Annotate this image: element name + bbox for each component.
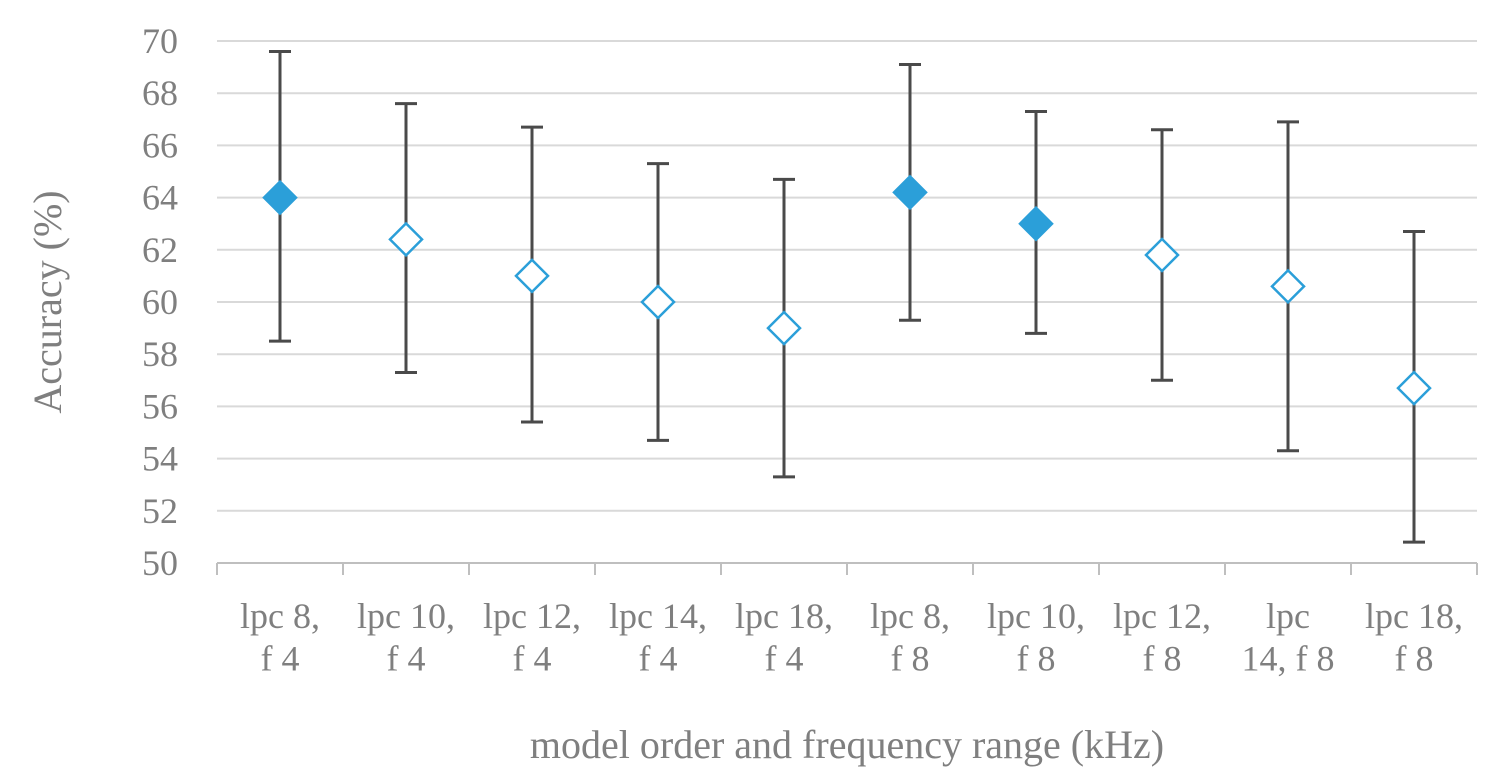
data-point: [388, 221, 424, 258]
x-axis: [216, 562, 1478, 575]
data-point: [766, 310, 802, 346]
data-point: [1018, 205, 1054, 242]
data-point: [1270, 268, 1306, 305]
y-tick-label: 52: [142, 491, 178, 531]
grid-lines: [217, 40, 1477, 512]
y-axis-title: Accuracy (%): [25, 190, 70, 413]
y-tick-label: 50: [142, 543, 178, 583]
x-tick-label: lpc 12, f 4: [483, 596, 581, 678]
x-tick-label: lpc 14, f 4: [609, 596, 707, 678]
x-tick-label: lpc 18, f 8: [1365, 596, 1463, 678]
data-point: [514, 258, 550, 294]
y-tick-label: 56: [142, 386, 178, 426]
y-tick-label: 54: [142, 439, 178, 479]
data-point: [1144, 237, 1180, 273]
x-tick-label: lpc 18, f 4: [735, 596, 833, 678]
data-point: [892, 174, 928, 211]
x-tick-label: lpc 10, f 8: [987, 596, 1085, 678]
y-tick-label: 68: [142, 73, 178, 113]
y-tick-label: 70: [142, 21, 178, 61]
x-tick-label: lpc 8, f 4: [240, 596, 320, 678]
data-point: [262, 179, 298, 216]
x-axis-tick-labels: lpc 8, f 4 lpc 10, f 4 lpc 12, f 4 lpc 14, f 4 l…: [240, 596, 1463, 678]
y-axis-tick-labels: 50 52 54 56 58 60 62 64 66 68 70: [142, 21, 178, 583]
x-axis-title: model order and frequency range (kHz): [530, 722, 1164, 767]
y-tick-label: 66: [142, 125, 178, 165]
error-bars: [269, 49, 1425, 544]
x-tick-label: lpc 12, f 8: [1113, 596, 1211, 678]
data-point: [640, 284, 676, 320]
data-points: [262, 174, 1432, 406]
y-tick-label: 62: [142, 230, 178, 270]
x-tick-label: lpc 10, f 4: [357, 596, 455, 678]
y-tick-label: 64: [142, 178, 178, 218]
y-tick-label: 58: [142, 334, 178, 374]
data-point: [1396, 370, 1432, 406]
y-tick-label: 60: [142, 282, 178, 322]
x-tick-label: lpc 14, f 8: [1242, 596, 1335, 678]
x-tick-label: lpc 8, f 8: [870, 596, 950, 678]
